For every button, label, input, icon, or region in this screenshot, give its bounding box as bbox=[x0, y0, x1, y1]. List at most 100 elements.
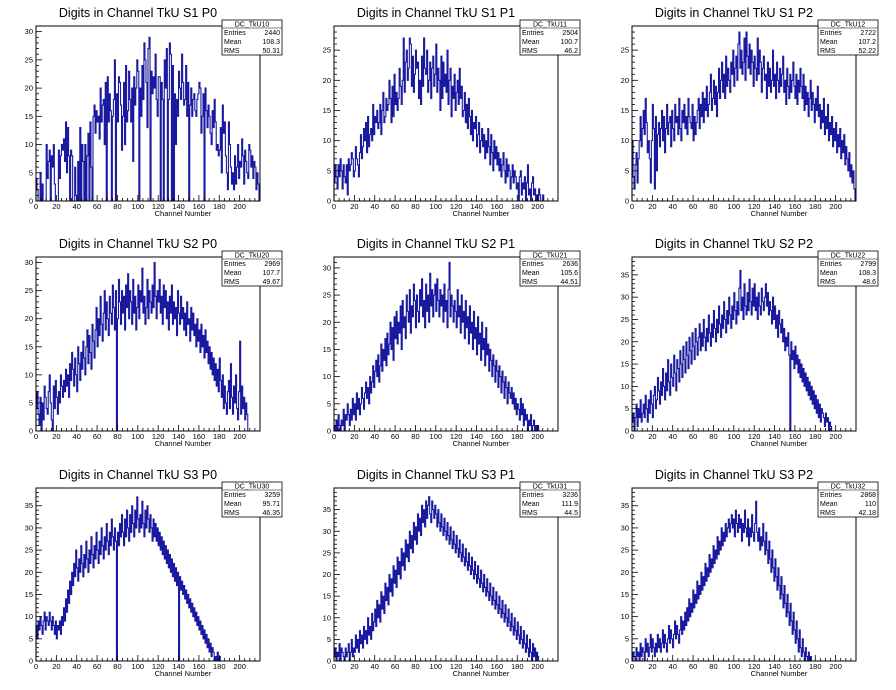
y-tick-label: 35 bbox=[621, 270, 629, 279]
stats-name: DC_TkU11 bbox=[533, 22, 567, 29]
x-tick-label: 140 bbox=[768, 202, 781, 211]
histogram-panel: Digits in Channel TkU S3 P00 20 40 60 80 100 1… bbox=[25, 468, 283, 678]
stats-label-mean: Mean bbox=[224, 270, 242, 277]
stats-label-mean: Mean bbox=[522, 270, 540, 277]
x-tick-label: 180 bbox=[809, 432, 822, 441]
x-tick-label: 60 bbox=[93, 432, 101, 441]
histogram-panel: Digits in Channel TkU S1 P20 20 40 60 80 100 1… bbox=[621, 6, 879, 218]
stats-box-frame bbox=[519, 481, 581, 518]
x-tick-label: 40 bbox=[73, 432, 81, 441]
stats-label-entries: Entries bbox=[820, 30, 842, 37]
y-tick-label: 0 bbox=[625, 657, 629, 666]
x-tick-label: 200 bbox=[531, 432, 544, 441]
x-tick-label: 120 bbox=[152, 662, 165, 671]
x-tick-label: 20 bbox=[648, 432, 656, 441]
stats-box-frame bbox=[221, 19, 283, 56]
stats-label-mean: Mean bbox=[224, 39, 242, 46]
x-tick-label: 160 bbox=[491, 202, 504, 211]
histogram-panel: Digits in Channel TkU S3 P10 20 40 60 80 100 1… bbox=[323, 468, 581, 678]
y-tick-label: 15 bbox=[621, 590, 629, 599]
y-tick-label: 0 bbox=[327, 427, 331, 436]
stats-label-entries: Entries bbox=[522, 492, 544, 499]
y-tick-label: 15 bbox=[25, 590, 33, 599]
stats-label-rms: RMS bbox=[522, 279, 538, 286]
stats-value-entries: 2722 bbox=[860, 30, 876, 37]
stats-box-frame bbox=[519, 250, 581, 287]
histogram-series bbox=[333, 496, 558, 662]
stats-label-rms: RMS bbox=[820, 279, 836, 286]
y-tick-label: 30 bbox=[323, 263, 331, 272]
x-tick-label: 20 bbox=[648, 662, 656, 671]
y-tick-label: 0 bbox=[625, 427, 629, 436]
x-tick-label: 180 bbox=[511, 432, 524, 441]
x-tick-label: 200 bbox=[233, 662, 246, 671]
x-tick-label: 0 bbox=[630, 432, 634, 441]
stats-label-rms: RMS bbox=[820, 48, 836, 55]
stats-label-entries: Entries bbox=[820, 261, 842, 268]
x-axis-label: Channel Number bbox=[751, 209, 808, 218]
stats-value-rms: 46.35 bbox=[262, 510, 280, 517]
chart-title: Digits in Channel TkU S1 P2 bbox=[655, 6, 813, 20]
x-tick-label: 60 bbox=[391, 432, 399, 441]
x-tick-label: 0 bbox=[630, 202, 634, 211]
x-tick-label: 80 bbox=[709, 662, 717, 671]
x-tick-label: 160 bbox=[491, 432, 504, 441]
y-tick-label: 0 bbox=[29, 197, 33, 206]
y-tick-label: 10 bbox=[323, 613, 331, 622]
x-tick-label: 60 bbox=[689, 432, 697, 441]
y-tick-label: 5 bbox=[625, 166, 629, 175]
x-tick-label: 60 bbox=[689, 662, 697, 671]
x-tick-label: 100 bbox=[132, 432, 145, 441]
x-tick-label: 180 bbox=[213, 202, 226, 211]
x-tick-label: 120 bbox=[152, 202, 165, 211]
stats-label-rms: RMS bbox=[522, 48, 538, 55]
stats-name: DC_TkU21 bbox=[533, 253, 568, 260]
stats-label-rms: RMS bbox=[224, 510, 240, 517]
stats-name: DC_TkU10 bbox=[235, 22, 270, 29]
stats-value-entries: 3236 bbox=[562, 492, 578, 499]
x-tick-label: 200 bbox=[829, 432, 842, 441]
y-tick-label: 30 bbox=[621, 523, 629, 532]
chart-title: Digits in Channel TkU S2 P2 bbox=[655, 237, 813, 251]
stats-value-rms: 42.18 bbox=[858, 510, 876, 517]
stats-box-frame bbox=[519, 19, 581, 56]
y-tick-label: 20 bbox=[25, 84, 33, 93]
x-tick-label: 20 bbox=[52, 432, 60, 441]
stats-box-frame bbox=[817, 19, 879, 56]
x-tick-label: 120 bbox=[748, 662, 761, 671]
chart-title: Digits in Channel TkU S3 P1 bbox=[357, 468, 515, 482]
stats-box-frame bbox=[221, 481, 283, 518]
stats-value-mean: 107.2 bbox=[858, 39, 876, 46]
y-tick-label: 35 bbox=[621, 501, 629, 510]
x-tick-label: 200 bbox=[531, 662, 544, 671]
x-tick-label: 100 bbox=[728, 662, 741, 671]
y-tick-label: 15 bbox=[25, 342, 33, 351]
stats-value-mean: 110 bbox=[865, 501, 876, 508]
histogram-series bbox=[631, 269, 856, 432]
x-tick-label: 120 bbox=[748, 202, 761, 211]
x-tick-label: 180 bbox=[809, 662, 822, 671]
x-tick-label: 140 bbox=[172, 432, 185, 441]
y-tick-label: 30 bbox=[621, 293, 629, 302]
y-tick-label: 5 bbox=[29, 634, 33, 643]
y-tick-label: 5 bbox=[29, 398, 33, 407]
x-tick-label: 160 bbox=[193, 202, 206, 211]
x-axis-label: Channel Number bbox=[155, 439, 212, 448]
stats-label-mean: Mean bbox=[522, 39, 540, 46]
histogram-series bbox=[333, 37, 558, 202]
y-tick-label: 20 bbox=[323, 318, 331, 327]
y-tick-label: 15 bbox=[323, 345, 331, 354]
x-tick-label: 60 bbox=[93, 662, 101, 671]
stats-value-rms: 44.5 bbox=[564, 510, 578, 517]
stats-value-entries: 2440 bbox=[264, 30, 280, 37]
y-tick-label: 25 bbox=[25, 286, 33, 295]
y-tick-label: 25 bbox=[621, 315, 629, 324]
histogram-panel: Digits in Channel TkU S2 P00 20 40 60 80 100 1… bbox=[25, 237, 283, 448]
x-tick-label: 80 bbox=[113, 432, 121, 441]
stats-name: DC_TkU12 bbox=[831, 22, 866, 29]
x-axis-label: Channel Number bbox=[751, 669, 808, 678]
x-tick-label: 120 bbox=[748, 432, 761, 441]
x-tick-label: 160 bbox=[789, 432, 802, 441]
stats-value-rms: 50.31 bbox=[262, 48, 280, 55]
chart-title: Digits in Channel TkU S2 P1 bbox=[357, 237, 515, 251]
